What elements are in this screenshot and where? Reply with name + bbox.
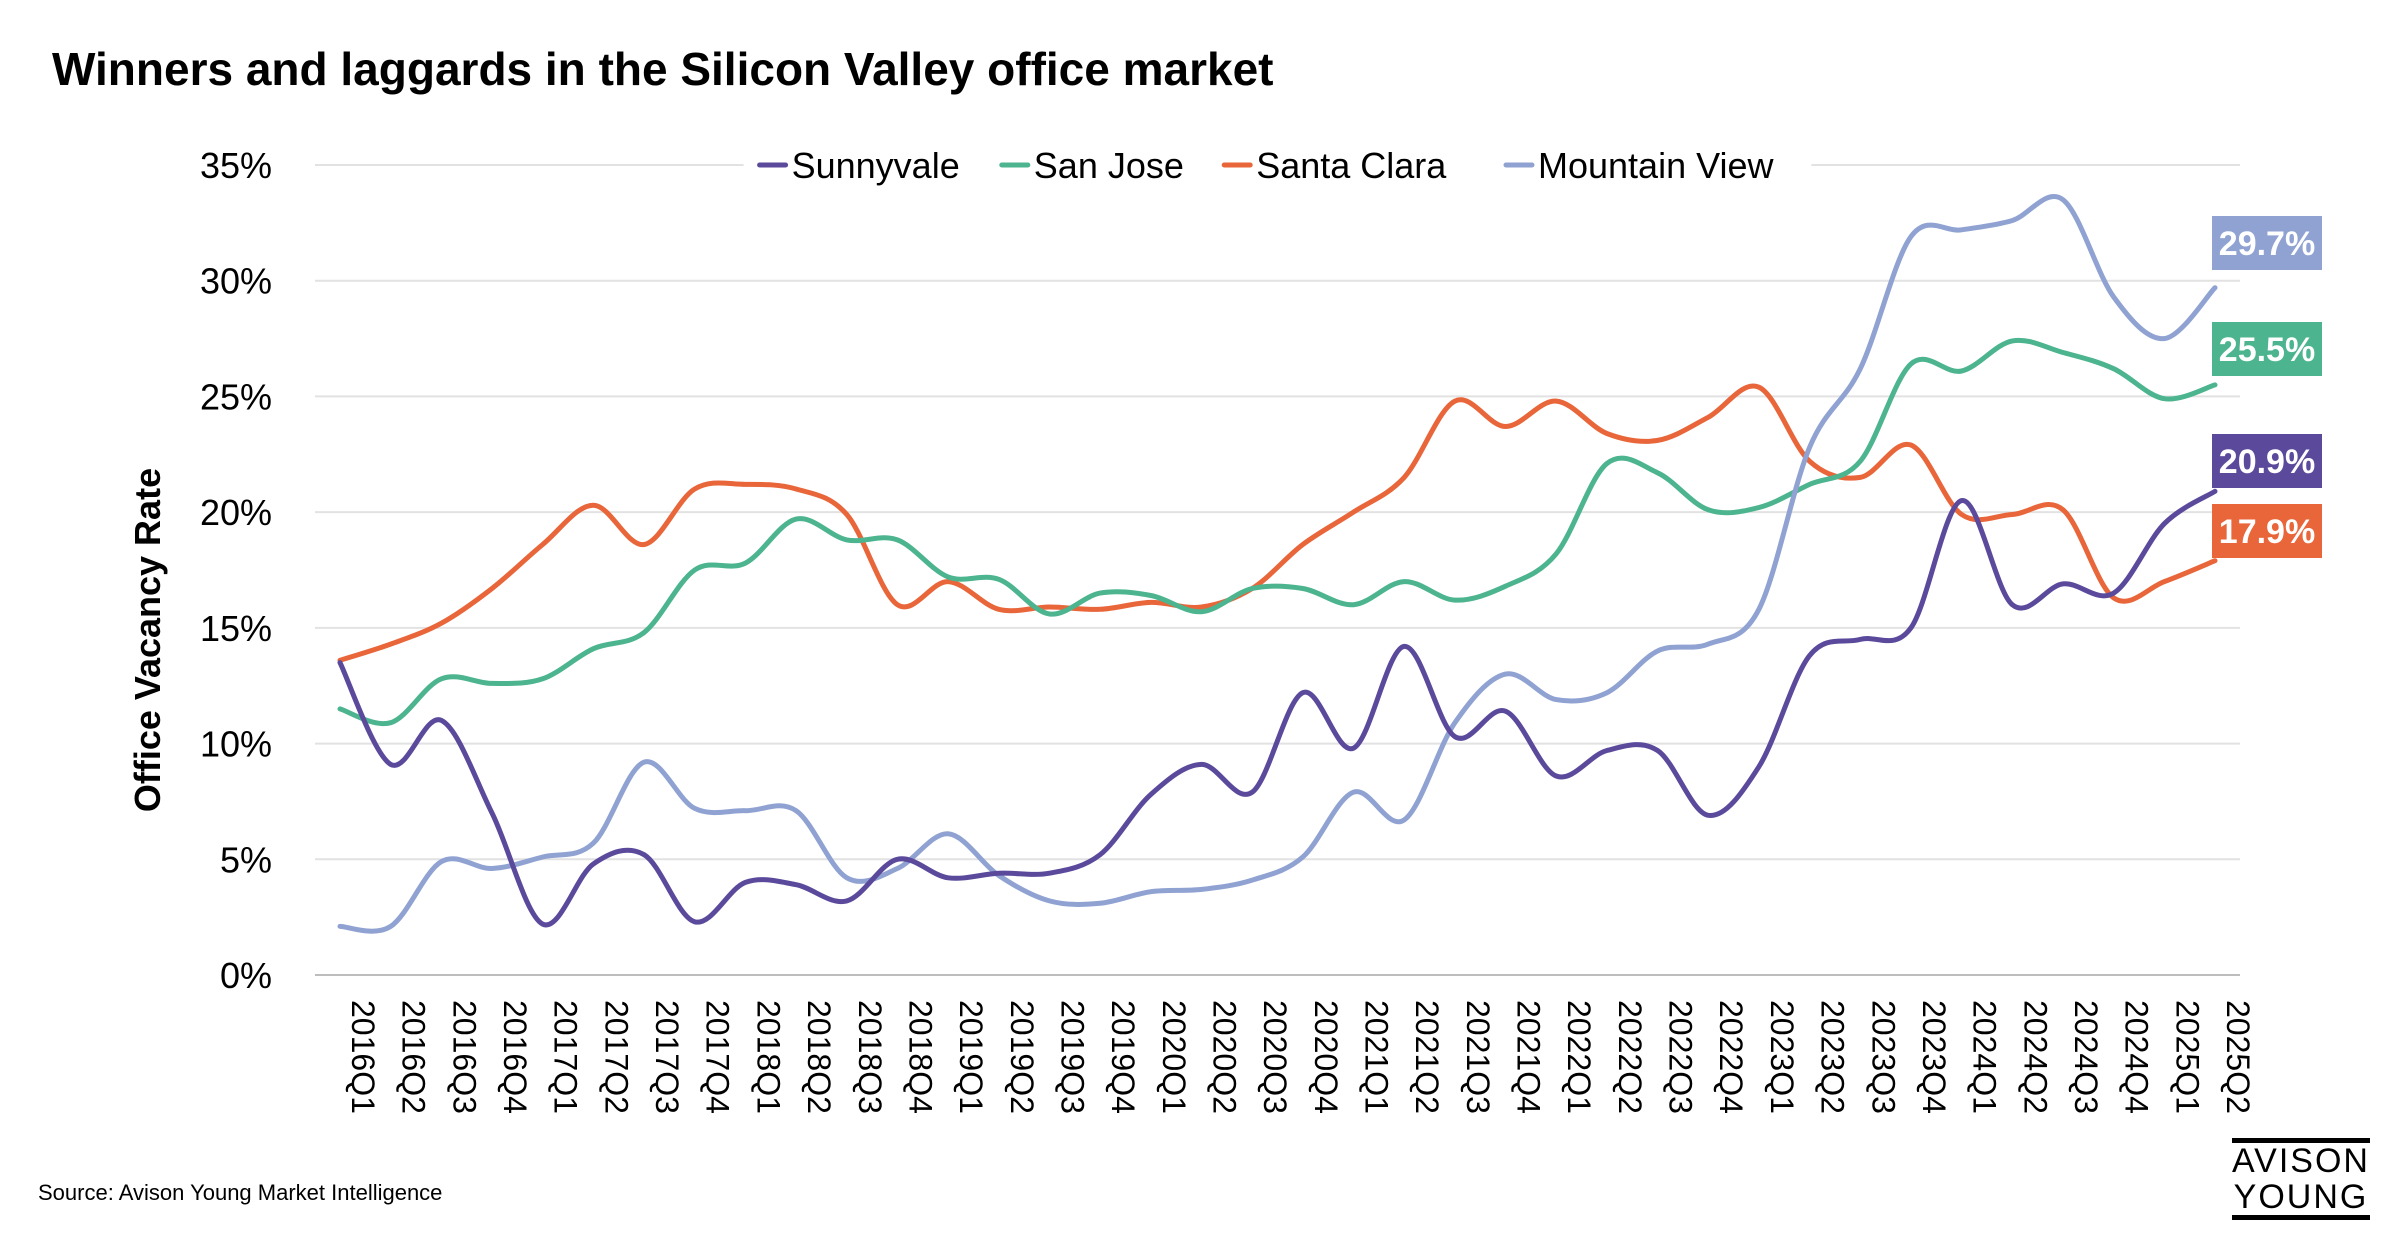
x-tick-label: 2019Q3 [1054, 1000, 1090, 1114]
avison-young-logo: AVISON YOUNG [2232, 1138, 2370, 1220]
y-axis-label: Office Vacancy Rate [127, 468, 168, 812]
logo-bottom-bar [2232, 1215, 2370, 1220]
x-tick-label: 2022Q2 [1612, 1000, 1648, 1114]
x-tick-label: 2023Q4 [1916, 1000, 1952, 1114]
chart-title: Winners and laggards in the Silicon Vall… [52, 43, 1274, 95]
x-tick-label: 2025Q1 [2169, 1000, 2205, 1114]
x-tick-label: 2017Q1 [548, 1000, 584, 1114]
x-tick-label: 2016Q1 [345, 1000, 381, 1114]
x-tick-label: 2021Q2 [1409, 1000, 1445, 1114]
x-tick-label: 2019Q4 [1105, 1000, 1141, 1114]
end-label-sunnyvale: 20.9% [2219, 443, 2315, 481]
end-label-santa-clara: 17.9% [2219, 513, 2315, 551]
x-tick-label: 2024Q4 [2119, 1000, 2155, 1114]
x-tick-label: 2022Q4 [1713, 1000, 1749, 1114]
series-line-mountain-view [337, 194, 2218, 934]
y-tick-label: 10% [200, 724, 272, 765]
x-tick-label: 2020Q1 [1156, 1000, 1192, 1114]
y-tick-label: 15% [200, 608, 272, 649]
x-tick-label: 2024Q2 [2017, 1000, 2053, 1114]
x-tick-label: 2018Q4 [902, 1000, 938, 1114]
x-tick-label: 2021Q1 [1359, 1000, 1395, 1114]
x-tick-label: 2022Q1 [1561, 1000, 1597, 1114]
end-labels: 29.7% 25.5% 20.9% 17.9% [2212, 216, 2322, 558]
logo-line1: AVISON [2232, 1142, 2370, 1180]
x-tick-label: 2019Q2 [1004, 1000, 1040, 1114]
x-tick-label: 2017Q3 [649, 1000, 685, 1114]
x-tick-label: 2024Q3 [2068, 1000, 2104, 1114]
x-tick-label: 2020Q4 [1308, 1000, 1344, 1114]
legend-background [743, 139, 1812, 191]
legend-label-sunnyvale: Sunnyvale [792, 145, 960, 186]
end-label-box-mountain-view [2212, 216, 2322, 270]
series-line-sunnyvale [337, 488, 2218, 928]
y-tick-label: 5% [220, 839, 272, 880]
y-tick-label: 35% [200, 145, 272, 186]
end-label-box-san-jose [2212, 322, 2322, 376]
x-tick-label: 2021Q3 [1460, 1000, 1496, 1114]
end-label-mountain-view: 29.7% [2219, 225, 2315, 263]
legend-label-santa-clara: Santa Clara [1256, 145, 1447, 186]
y-tick-label: 0% [220, 955, 272, 996]
x-tick-label: 2024Q1 [1967, 1000, 2003, 1114]
y-tick-label: 20% [200, 492, 272, 533]
logo-top-bar [2232, 1138, 2370, 1143]
series-lines [337, 194, 2218, 934]
series-line-santa-clara [337, 383, 2218, 663]
x-tick-label: 2018Q2 [801, 1000, 837, 1114]
x-tick-label: 2018Q3 [852, 1000, 888, 1114]
y-tick-label: 30% [200, 261, 272, 302]
legend-label-mountain-view: Mountain View [1538, 145, 1774, 186]
end-label-san-jose: 25.5% [2219, 331, 2315, 369]
x-tick-label: 2018Q1 [750, 1000, 786, 1114]
x-tick-label: 2017Q2 [598, 1000, 634, 1114]
legend: Sunnyvale San Jose Santa Clara Mountain Vie… [743, 139, 1812, 191]
x-tick-label: 2020Q3 [1257, 1000, 1293, 1114]
x-tick-label: 2016Q3 [446, 1000, 482, 1114]
series-line-san-jose [337, 337, 2218, 727]
end-label-box-santa-clara [2212, 504, 2322, 558]
end-label-box-sunnyvale [2212, 434, 2322, 488]
x-tick-label: 2023Q1 [1764, 1000, 1800, 1114]
source-note: Source: Avison Young Market Intelligence [38, 1180, 443, 1205]
x-tick-label: 2016Q2 [396, 1000, 432, 1114]
x-tick-label: 2017Q4 [700, 1000, 736, 1114]
x-tick-label: 2019Q1 [953, 1000, 989, 1114]
x-tick-label: 2023Q2 [1815, 1000, 1851, 1114]
x-axis-ticks: 2016Q1 2016Q2 2016Q3 2016Q4 2017Q1 2017Q2 2017… [345, 1000, 2256, 1114]
x-tick-label: 2020Q2 [1206, 1000, 1242, 1114]
x-tick-label: 2021Q4 [1511, 1000, 1547, 1114]
legend-label-san-jose: San Jose [1034, 145, 1184, 186]
logo-line2: YOUNG [2233, 1178, 2369, 1216]
y-tick-label: 25% [200, 376, 272, 417]
y-axis-ticks: 0% 5% 10% 15% 20% 25% 30% 35% [200, 145, 272, 996]
x-tick-label: 2025Q2 [2220, 1000, 2256, 1114]
x-tick-label: 2023Q3 [1865, 1000, 1901, 1114]
x-tick-label: 2016Q4 [497, 1000, 533, 1114]
x-tick-label: 2022Q3 [1663, 1000, 1699, 1114]
